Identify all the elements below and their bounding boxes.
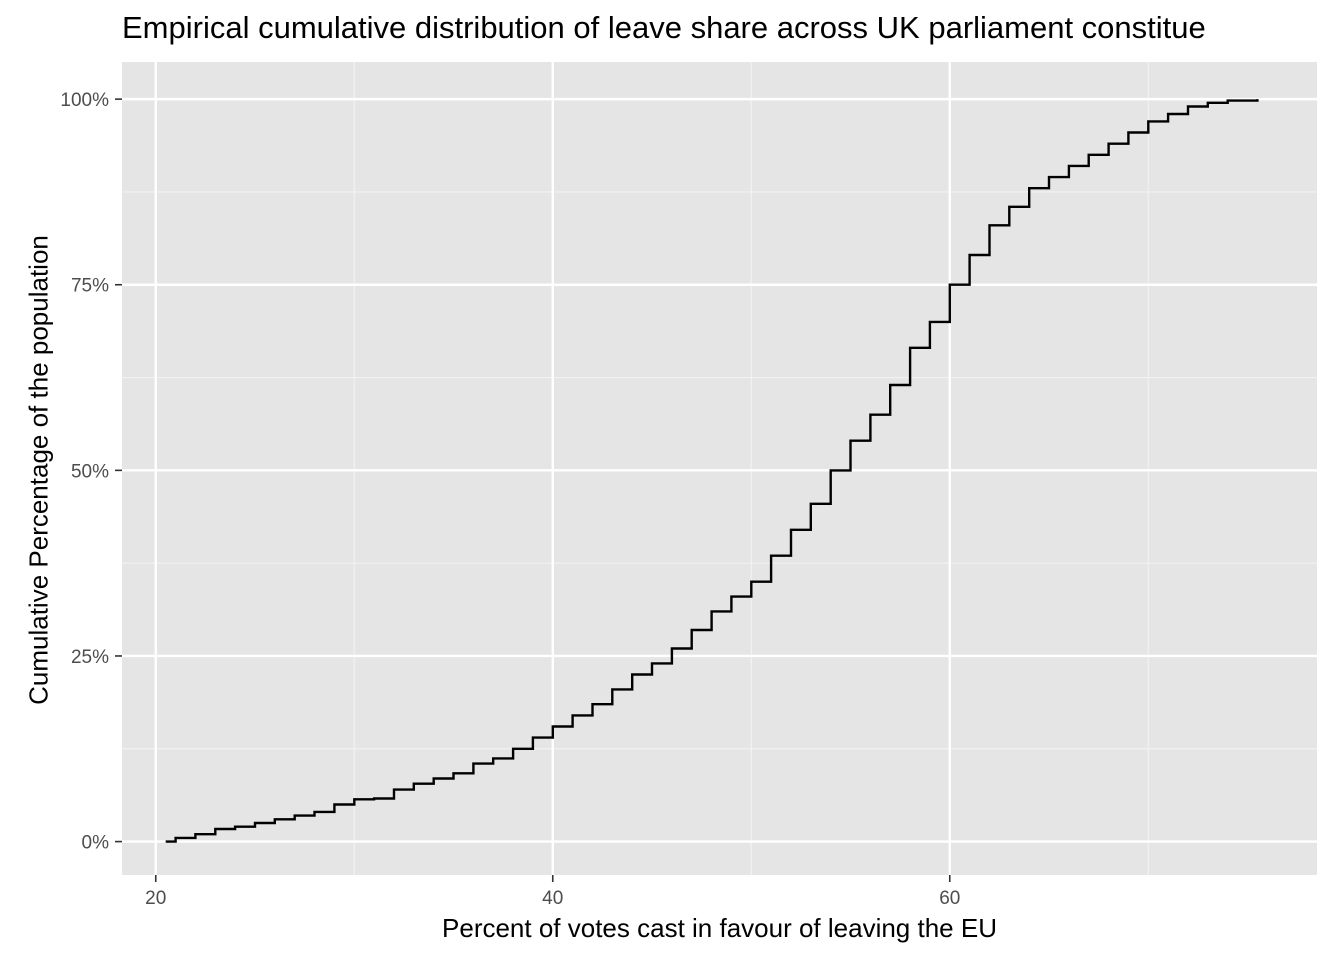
minor-gridlines [122, 62, 1317, 875]
ecdf-series-line [165, 99, 1259, 843]
y-tick-label: 100% [60, 90, 109, 111]
x-tick-label: 60 [939, 888, 960, 909]
x-tick-label: 40 [542, 888, 563, 909]
y-tick-label: 25% [71, 647, 109, 668]
x-axis-label: Percent of votes cast in favour of leavi… [442, 913, 997, 943]
axis-ticks: 20 40 60 0% 25% 50% 75% 100% [60, 90, 960, 909]
y-tick-label: 75% [71, 276, 109, 297]
y-tick-label: 50% [71, 461, 109, 482]
chart-title: Empirical cumulative distribution of lea… [122, 10, 1206, 45]
series-layer [165, 99, 1259, 843]
y-tick-label: 0% [82, 833, 110, 854]
major-gridlines [122, 62, 1317, 875]
y-axis-label: Cumulative Percentage of the population [23, 235, 54, 705]
plot-panel [122, 62, 1317, 875]
x-tick-label: 20 [145, 888, 166, 909]
